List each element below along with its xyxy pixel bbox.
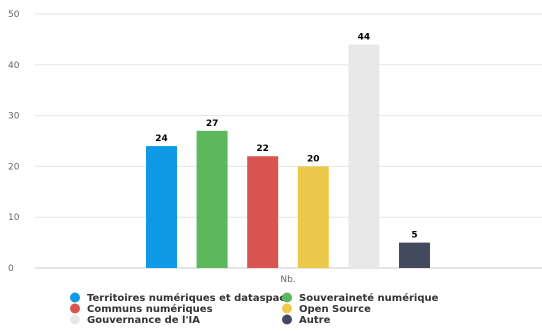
data-label: 24: [155, 134, 168, 144]
data-label: 5: [411, 231, 417, 241]
legend-label: Communs numériques: [87, 303, 213, 315]
bar: [196, 130, 228, 268]
legend-swatch: [70, 314, 80, 325]
legend-swatch: [282, 314, 292, 325]
bar: [247, 156, 279, 268]
y-axis-ticks: 0 10 20 30 40 50: [8, 10, 20, 274]
data-labels: 24 27 22 20 44 5: [155, 32, 417, 240]
data-label: 44: [358, 32, 371, 42]
gridlines: [35, 13, 542, 269]
legend: Territoires numériques et dataspace Souve…: [70, 292, 439, 326]
legend-swatch: [282, 303, 292, 314]
legend-label: Souveraineté numérique: [299, 292, 439, 304]
legend-item: Autre: [282, 314, 331, 326]
legend-swatch: [70, 303, 80, 314]
legend-item: Souveraineté numérique: [282, 292, 439, 304]
legend-item: Territoires numériques et dataspace: [70, 292, 292, 304]
legend-swatch: [282, 292, 292, 303]
legend-label: Territoires numériques et dataspace: [87, 292, 292, 304]
x-category-label: Nb.: [280, 275, 295, 285]
legend-label: Gouvernance de l'IA: [87, 315, 200, 326]
legend-item: Gouvernance de l'IA: [70, 314, 200, 326]
y-tick-label: 50: [8, 10, 20, 20]
y-tick-label: 10: [8, 213, 20, 223]
data-label: 27: [206, 119, 219, 129]
bar: [146, 146, 177, 268]
data-label: 20: [307, 154, 320, 164]
y-tick-label: 30: [8, 112, 20, 122]
bar: [348, 44, 380, 269]
y-tick-label: 20: [8, 162, 20, 172]
data-label: 22: [256, 144, 269, 154]
legend-label: Autre: [299, 315, 331, 326]
x-axis: Nb.: [280, 275, 295, 285]
bars: [146, 44, 430, 269]
legend-swatch: [70, 292, 80, 303]
bar: [297, 166, 329, 268]
y-tick-label: 40: [8, 61, 20, 71]
legend-item: Communs numériques: [70, 303, 213, 315]
legend-label: Open Source: [299, 304, 371, 315]
bar: [399, 242, 430, 268]
y-tick-label: 0: [8, 264, 14, 274]
legend-item: Open Source: [282, 303, 371, 315]
